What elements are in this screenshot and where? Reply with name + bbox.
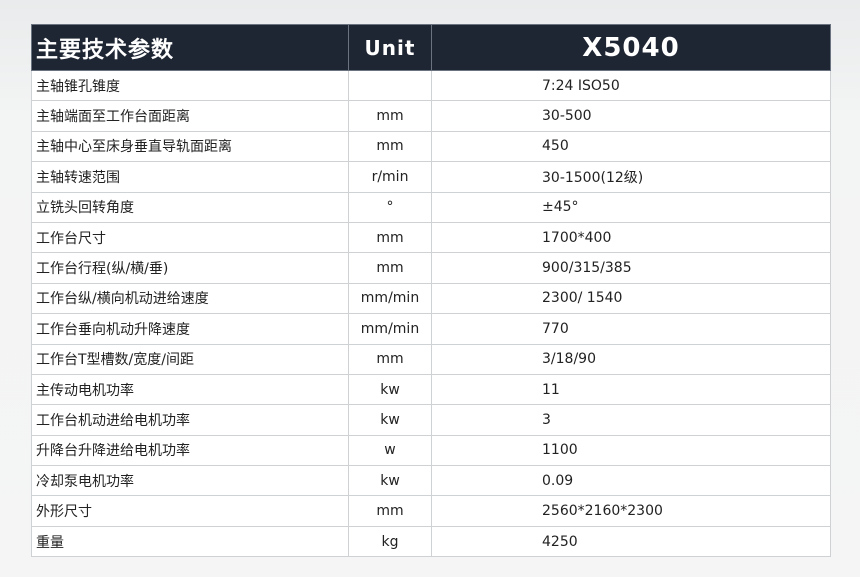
cell-value: 770 [431, 313, 831, 345]
cell-value: 900/315/385 [431, 252, 831, 284]
cell-value: 2300/ 1540 [431, 282, 831, 315]
table-row: 主传动电机功率 kw 11 [31, 373, 831, 406]
cell-value: 2560*2160*2300 [431, 495, 831, 527]
table-row: 外形尺寸 mm 2560*2160*2300 [31, 495, 831, 527]
cell-param: 主传动电机功率 [31, 373, 349, 406]
header-unit: Unit [348, 24, 432, 71]
cell-unit: kg [348, 525, 432, 558]
cell-unit: kw [348, 465, 432, 497]
cell-unit: kw [348, 404, 432, 436]
table-row: 工作台尺寸 mm 1700*400 [31, 221, 831, 254]
table-row: 工作台纵/横向机动进给速度 mm/min 2300/ 1540 [31, 282, 831, 315]
table-row: 升降台升降进给电机功率 w 1100 [31, 434, 831, 467]
cell-unit: mm/min [348, 282, 432, 315]
cell-unit: kw [348, 373, 432, 406]
table-row: 重量 kg 4250 [31, 525, 831, 558]
cell-value: 30-500 [431, 100, 831, 132]
cell-param: 工作台垂向机动升降速度 [31, 313, 349, 345]
cell-unit: mm [348, 252, 432, 284]
cell-value: 1700*400 [431, 221, 831, 254]
cell-unit: mm [348, 221, 432, 254]
cell-unit: mm [348, 130, 432, 163]
cell-unit [348, 69, 432, 102]
cell-param: 主轴端面至工作台面距离 [31, 100, 349, 132]
cell-unit: w [348, 434, 432, 467]
cell-unit: r/min [348, 161, 432, 193]
table-row: 立铣头回转角度 ° ±45° [31, 191, 831, 223]
cell-param: 升降台升降进给电机功率 [31, 434, 349, 467]
cell-param: 工作台纵/横向机动进给速度 [31, 282, 349, 315]
table-row: 工作台机动进给电机功率 kw 3 [31, 404, 831, 436]
table-row: 冷却泵电机功率 kw 0.09 [31, 465, 831, 497]
table-row: 工作台行程(纵/横/垂) mm 900/315/385 [31, 252, 831, 284]
cell-param: 工作台行程(纵/横/垂) [31, 252, 349, 284]
header-param: 主要技术参数 [31, 24, 349, 71]
cell-param: 重量 [31, 525, 349, 558]
cell-param: 工作台T型槽数/宽度/间距 [31, 343, 349, 375]
cell-value: 450 [431, 130, 831, 163]
table-row: 主轴转速范围 r/min 30-1500(12级) [31, 161, 831, 193]
cell-value: 0.09 [431, 465, 831, 497]
table-row: 主轴锥孔锥度 7:24 ISO50 [31, 69, 831, 102]
cell-unit: ° [348, 191, 432, 223]
table-header: 主要技术参数 Unit X5040 [31, 24, 831, 71]
cell-value: ±45° [431, 191, 831, 223]
cell-unit: mm [348, 495, 432, 527]
cell-param: 主轴锥孔锥度 [31, 69, 349, 102]
cell-param: 工作台机动进给电机功率 [31, 404, 349, 436]
cell-param: 主轴中心至床身垂直导轨面距离 [31, 130, 349, 163]
table-row: 工作台T型槽数/宽度/间距 mm 3/18/90 [31, 343, 831, 375]
cell-value: 3 [431, 404, 831, 436]
table-row: 工作台垂向机动升降速度 mm/min 770 [31, 313, 831, 345]
cell-unit: mm [348, 343, 432, 375]
cell-param: 冷却泵电机功率 [31, 465, 349, 497]
cell-param: 主轴转速范围 [31, 161, 349, 193]
cell-value: 1100 [431, 434, 831, 467]
cell-unit: mm/min [348, 313, 432, 345]
cell-value: 3/18/90 [431, 343, 831, 375]
cell-value: 4250 [431, 525, 831, 558]
header-model: X5040 [431, 24, 831, 71]
spec-table: 主要技术参数 Unit X5040 主轴锥孔锥度 7:24 ISO50 主轴端面至工… [31, 24, 831, 558]
cell-value: 7:24 ISO50 [431, 69, 831, 102]
cell-param: 立铣头回转角度 [31, 191, 349, 223]
cell-value: 30-1500(12级) [431, 161, 831, 193]
cell-value: 11 [431, 373, 831, 406]
table-row: 主轴端面至工作台面距离 mm 30-500 [31, 100, 831, 132]
cell-unit: mm [348, 100, 432, 132]
table-row: 主轴中心至床身垂直导轨面距离 mm 450 [31, 130, 831, 163]
cell-param: 工作台尺寸 [31, 221, 349, 254]
cell-param: 外形尺寸 [31, 495, 349, 527]
